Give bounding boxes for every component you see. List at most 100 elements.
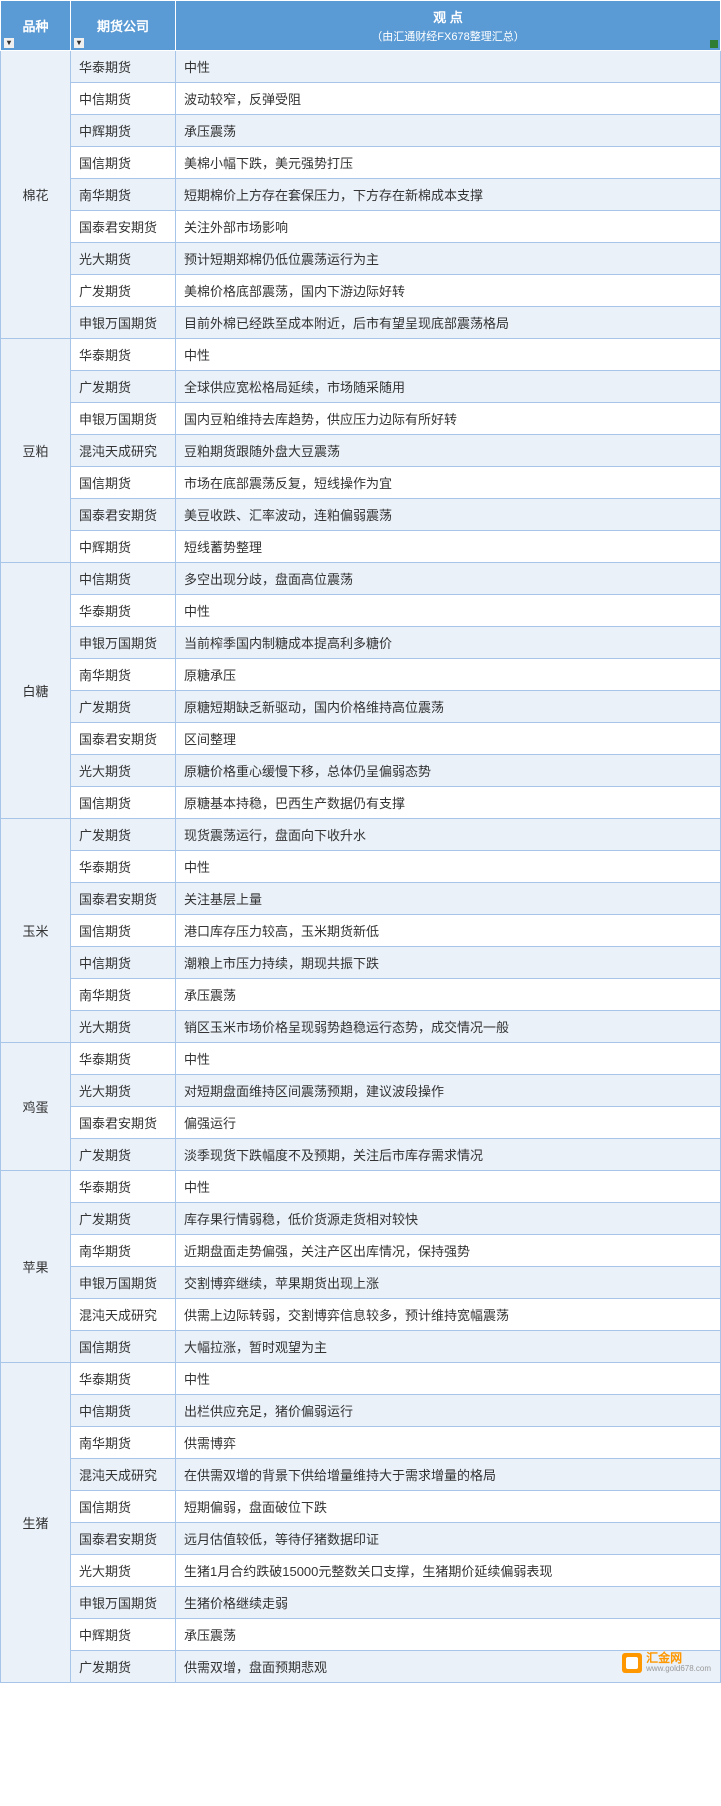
table-row: 国信期货大幅拉涨，暂时观望为主: [1, 1331, 721, 1363]
variety-cell: 生猪: [1, 1363, 71, 1683]
company-cell: 南华期货: [71, 179, 176, 211]
table-row: 国泰君安期货偏强运行: [1, 1107, 721, 1139]
table-row: 中信期货波动较窄，反弹受阻: [1, 83, 721, 115]
opinion-cell: 关注基层上量: [176, 883, 721, 915]
table-row: 国信期货美棉小幅下跌，美元强势打压: [1, 147, 721, 179]
opinion-cell: 现货震荡运行，盘面向下收升水: [176, 819, 721, 851]
opinion-cell: 中性: [176, 339, 721, 371]
company-cell: 混沌天成研究: [71, 1299, 176, 1331]
table-row: 南华期货承压震荡: [1, 979, 721, 1011]
variety-cell: 鸡蛋: [1, 1043, 71, 1171]
company-cell: 中信期货: [71, 563, 176, 595]
opinion-cell: 美棉小幅下跌，美元强势打压: [176, 147, 721, 179]
opinion-cell: 短线蓄势整理: [176, 531, 721, 563]
watermark-url: www.gold678.com: [646, 1664, 711, 1673]
table-row: 国信期货市场在底部震荡反复，短线操作为宜: [1, 467, 721, 499]
filter-icon[interactable]: ▾: [74, 38, 84, 48]
table-row: 国信期货短期偏弱，盘面破位下跌: [1, 1491, 721, 1523]
corner-indicator-icon: [710, 40, 718, 48]
table-row: 鸡蛋华泰期货中性: [1, 1043, 721, 1075]
company-cell: 国信期货: [71, 147, 176, 179]
table-row: 白糖中信期货多空出现分歧，盘面高位震荡: [1, 563, 721, 595]
opinion-cell: 美豆收跌、汇率波动，连粕偏弱震荡: [176, 499, 721, 531]
opinion-cell: 短期偏弱，盘面破位下跌: [176, 1491, 721, 1523]
table-row: 光大期货对短期盘面维持区间震荡预期，建议波段操作: [1, 1075, 721, 1107]
opinion-cell: 中性: [176, 1363, 721, 1395]
company-cell: 广发期货: [71, 275, 176, 307]
variety-cell: 豆粕: [1, 339, 71, 563]
company-cell: 国泰君安期货: [71, 1523, 176, 1555]
table-row: 中辉期货承压震荡: [1, 1619, 721, 1651]
company-cell: 国泰君安期货: [71, 883, 176, 915]
opinion-cell: 原糖短期缺乏新驱动，国内价格维持高位震荡: [176, 691, 721, 723]
table-row: 光大期货生猪1月合约跌破15000元整数关口支撑，生猪期价延续偏弱表现: [1, 1555, 721, 1587]
opinion-cell: 淡季现货下跌幅度不及预期，关注后市库存需求情况: [176, 1139, 721, 1171]
company-cell: 光大期货: [71, 243, 176, 275]
table-row: 广发期货美棉价格底部震荡，国内下游边际好转: [1, 275, 721, 307]
filter-icon[interactable]: ▾: [4, 38, 14, 48]
watermark: 汇金网 www.gold678.com: [622, 1652, 711, 1673]
table-row: 广发期货全球供应宽松格局延续，市场随采随用: [1, 371, 721, 403]
opinion-cell: 承压震荡: [176, 1619, 721, 1651]
table-row: 申银万国期货生猪价格继续走弱: [1, 1587, 721, 1619]
header-opinion-label: 观 点: [433, 10, 463, 25]
table-row: 广发期货供需双增，盘面预期悲观: [1, 1651, 721, 1683]
company-cell: 混沌天成研究: [71, 435, 176, 467]
opinion-cell: 大幅拉涨，暂时观望为主: [176, 1331, 721, 1363]
table-row: 南华期货供需博弈: [1, 1427, 721, 1459]
opinion-cell: 销区玉米市场价格呈现弱势趋稳运行态势，成交情况一般: [176, 1011, 721, 1043]
table-row: 申银万国期货当前榨季国内制糖成本提高利多糖价: [1, 627, 721, 659]
opinion-cell: 短期棉价上方存在套保压力，下方存在新棉成本支撑: [176, 179, 721, 211]
header-opinion: 观 点 （由汇通财经FX678整理汇总）: [176, 1, 721, 51]
watermark-brand: 汇金网: [646, 1652, 711, 1664]
opinion-cell: 中性: [176, 51, 721, 83]
table-row: 国泰君安期货远月估值较低，等待仔猪数据印证: [1, 1523, 721, 1555]
company-cell: 广发期货: [71, 691, 176, 723]
company-cell: 申银万国期货: [71, 403, 176, 435]
company-cell: 华泰期货: [71, 1043, 176, 1075]
company-cell: 广发期货: [71, 1203, 176, 1235]
company-cell: 华泰期货: [71, 51, 176, 83]
company-cell: 华泰期货: [71, 595, 176, 627]
company-cell: 中辉期货: [71, 115, 176, 147]
table-row: 混沌天成研究豆粕期货跟随外盘大豆震荡: [1, 435, 721, 467]
table-row: 生猪华泰期货中性: [1, 1363, 721, 1395]
opinion-cell: 多空出现分歧，盘面高位震荡: [176, 563, 721, 595]
table-row: 南华期货原糖承压: [1, 659, 721, 691]
opinion-cell: 全球供应宽松格局延续，市场随采随用: [176, 371, 721, 403]
opinion-cell: 区间整理: [176, 723, 721, 755]
opinion-cell: 生猪1月合约跌破15000元整数关口支撑，生猪期价延续偏弱表现: [176, 1555, 721, 1587]
company-cell: 国泰君安期货: [71, 499, 176, 531]
company-cell: 中辉期货: [71, 531, 176, 563]
opinion-cell: 原糖承压: [176, 659, 721, 691]
table-row: 中信期货潮粮上市压力持续，期现共振下跌: [1, 947, 721, 979]
table-row: 光大期货销区玉米市场价格呈现弱势趋稳运行态势，成交情况一般: [1, 1011, 721, 1043]
opinion-cell: 承压震荡: [176, 115, 721, 147]
company-cell: 光大期货: [71, 1555, 176, 1587]
opinion-cell: 生猪价格继续走弱: [176, 1587, 721, 1619]
company-cell: 国泰君安期货: [71, 1107, 176, 1139]
company-cell: 光大期货: [71, 1075, 176, 1107]
company-cell: 华泰期货: [71, 851, 176, 883]
table-row: 棉花华泰期货中性: [1, 51, 721, 83]
opinion-cell: 中性: [176, 595, 721, 627]
table-row: 华泰期货中性: [1, 595, 721, 627]
header-variety: 品种 ▾: [1, 1, 71, 51]
opinion-cell: 近期盘面走势偏强，关注产区出库情况，保持强势: [176, 1235, 721, 1267]
company-cell: 中信期货: [71, 83, 176, 115]
company-cell: 中信期货: [71, 1395, 176, 1427]
company-cell: 广发期货: [71, 1139, 176, 1171]
variety-cell: 玉米: [1, 819, 71, 1043]
company-cell: 国信期货: [71, 787, 176, 819]
company-cell: 申银万国期货: [71, 1267, 176, 1299]
opinion-cell: 关注外部市场影响: [176, 211, 721, 243]
company-cell: 国信期货: [71, 467, 176, 499]
table-row: 广发期货淡季现货下跌幅度不及预期，关注后市库存需求情况: [1, 1139, 721, 1171]
table-row: 申银万国期货目前外棉已经跌至成本附近，后市有望呈现底部震荡格局: [1, 307, 721, 339]
company-cell: 华泰期货: [71, 1363, 176, 1395]
table-row: 中信期货出栏供应充足，猪价偏弱运行: [1, 1395, 721, 1427]
company-cell: 国泰君安期货: [71, 723, 176, 755]
company-cell: 广发期货: [71, 371, 176, 403]
opinion-cell: 目前外棉已经跌至成本附近，后市有望呈现底部震荡格局: [176, 307, 721, 339]
opinion-cell: 供需上边际转弱，交割博弈信息较多，预计维持宽幅震荡: [176, 1299, 721, 1331]
